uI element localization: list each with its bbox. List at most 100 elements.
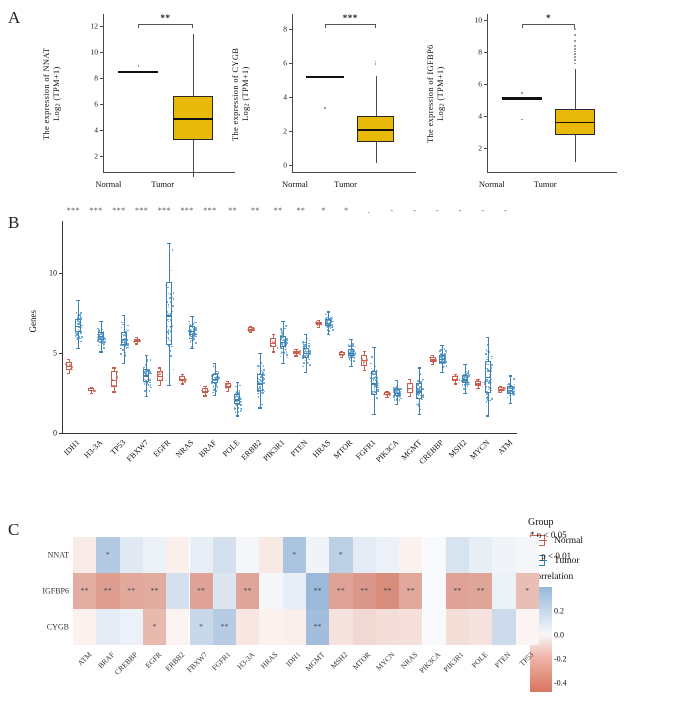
data-point [351, 352, 354, 354]
heatmap-cell[interactable] [329, 609, 353, 645]
heatmap-cell[interactable]: * [329, 537, 353, 573]
heatmap-cell[interactable] [142, 537, 167, 573]
data-point [216, 372, 218, 375]
heatmap-cell[interactable] [73, 537, 97, 573]
heatmap-cell[interactable] [352, 537, 376, 573]
heatmap-cell[interactable]: ** [119, 573, 143, 609]
colorbar-tick-0: 0.2 [554, 606, 564, 616]
lower-whisker [387, 395, 388, 397]
data-point [462, 381, 465, 383]
lower-whisker [282, 347, 284, 363]
y-tick-label: 2 [94, 151, 98, 161]
data-point [271, 340, 274, 342]
upper-whisker [169, 242, 171, 282]
heatmap-cell[interactable] [236, 609, 260, 645]
heatmap-cell[interactable] [399, 609, 423, 645]
median-line [370, 383, 377, 385]
data-point [76, 338, 79, 340]
heatmap-cell[interactable]: * [96, 537, 120, 573]
data-point [463, 374, 465, 376]
heatmap-cell[interactable] [375, 609, 400, 645]
data-point [238, 390, 241, 392]
heatmap-cell[interactable]: ** [73, 573, 97, 609]
data-point [377, 384, 379, 387]
heatmap-cell[interactable] [212, 537, 237, 573]
heatmap-cell[interactable] [259, 537, 283, 573]
heatmap-cell[interactable] [469, 609, 493, 645]
heatmap-cell[interactable] [492, 573, 516, 609]
heatmap-cell[interactable] [119, 609, 143, 645]
data-point [191, 346, 193, 348]
heatmap-cell[interactable] [492, 537, 516, 573]
bracket-right-cap [191, 24, 193, 28]
heatmap-cell[interactable]: ** [142, 573, 167, 609]
y-tick-label: 6 [94, 99, 98, 109]
heatmap-cell[interactable]: * [282, 537, 306, 573]
heatmap-cell[interactable] [236, 537, 260, 573]
tumor-outlier [574, 28, 576, 30]
heatmap-cell[interactable] [189, 537, 213, 573]
heatmap-cell[interactable]: ** [306, 573, 330, 609]
box [370, 370, 377, 395]
median-line [88, 389, 95, 391]
heatmap-cell[interactable] [469, 537, 493, 573]
heatmap-cell[interactable]: ** [445, 573, 470, 609]
upper-whisker [328, 311, 330, 320]
heatmap-cell[interactable] [259, 609, 283, 645]
heatmap-cell[interactable] [492, 609, 516, 645]
y-axis-line [292, 14, 293, 172]
heatmap-cell[interactable] [515, 537, 539, 573]
heatmap-cell[interactable]: ** [375, 573, 400, 609]
heatmap-cell[interactable] [96, 609, 120, 645]
heatmap-cell[interactable] [422, 573, 446, 609]
heatmap-cell[interactable]: * [515, 573, 539, 609]
heatmap-cell[interactable] [375, 537, 400, 573]
heatmap-cell[interactable]: ** [189, 573, 213, 609]
data-point [376, 383, 378, 386]
heatmap-cell[interactable] [422, 537, 446, 573]
heatmap-cell[interactable] [422, 609, 446, 645]
heatmap-cell[interactable] [166, 537, 190, 573]
heatmap-cell[interactable] [399, 537, 423, 573]
heatmap-significance-star: ** [406, 586, 415, 596]
heatmap-cell[interactable] [306, 537, 330, 573]
data-point [353, 357, 356, 359]
heatmap-cell[interactable]: ** [236, 573, 260, 609]
heatmap-cell[interactable] [212, 573, 237, 609]
heatmap-cell[interactable] [166, 609, 190, 645]
x-label-tumor: Tumor [533, 179, 557, 189]
data-point [363, 361, 365, 363]
heatmap-cell[interactable]: ** [306, 609, 330, 645]
heatmap-cell[interactable] [445, 609, 470, 645]
heatmap-cell[interactable] [515, 609, 539, 645]
heatmap-cell[interactable]: * [142, 609, 167, 645]
heatmap-cell[interactable] [445, 537, 470, 573]
heatmap-cell[interactable] [352, 609, 376, 645]
heatmap-cell[interactable]: ** [469, 573, 493, 609]
heatmap-cell[interactable]: ** [212, 609, 237, 645]
data-point [102, 344, 105, 347]
data-point [145, 370, 147, 372]
heatmap-cell[interactable] [73, 609, 97, 645]
heatmap-cell[interactable] [282, 609, 306, 645]
heatmap-cell[interactable] [119, 537, 143, 573]
data-point [183, 381, 186, 383]
data-point [195, 342, 197, 344]
data-point [308, 339, 311, 342]
upper-cap [485, 337, 490, 339]
data-point [398, 399, 401, 401]
heatmap-cell[interactable] [166, 573, 190, 609]
heatmap-cell[interactable] [282, 573, 306, 609]
heatmap-cell[interactable]: ** [329, 573, 353, 609]
panel-c-letter: C [8, 520, 20, 539]
data-point [261, 403, 263, 406]
tumor-upper-whisker [575, 69, 577, 109]
heatmap-cell[interactable]: ** [352, 573, 376, 609]
heatmap-cell[interactable] [259, 573, 283, 609]
lower-whisker [396, 396, 398, 405]
heatmap-cell[interactable]: ** [399, 573, 423, 609]
heatmap-cell[interactable]: ** [96, 573, 120, 609]
median-line [393, 393, 400, 395]
heatmap-cell[interactable]: * [189, 609, 213, 645]
tumor-outlier [574, 50, 576, 53]
